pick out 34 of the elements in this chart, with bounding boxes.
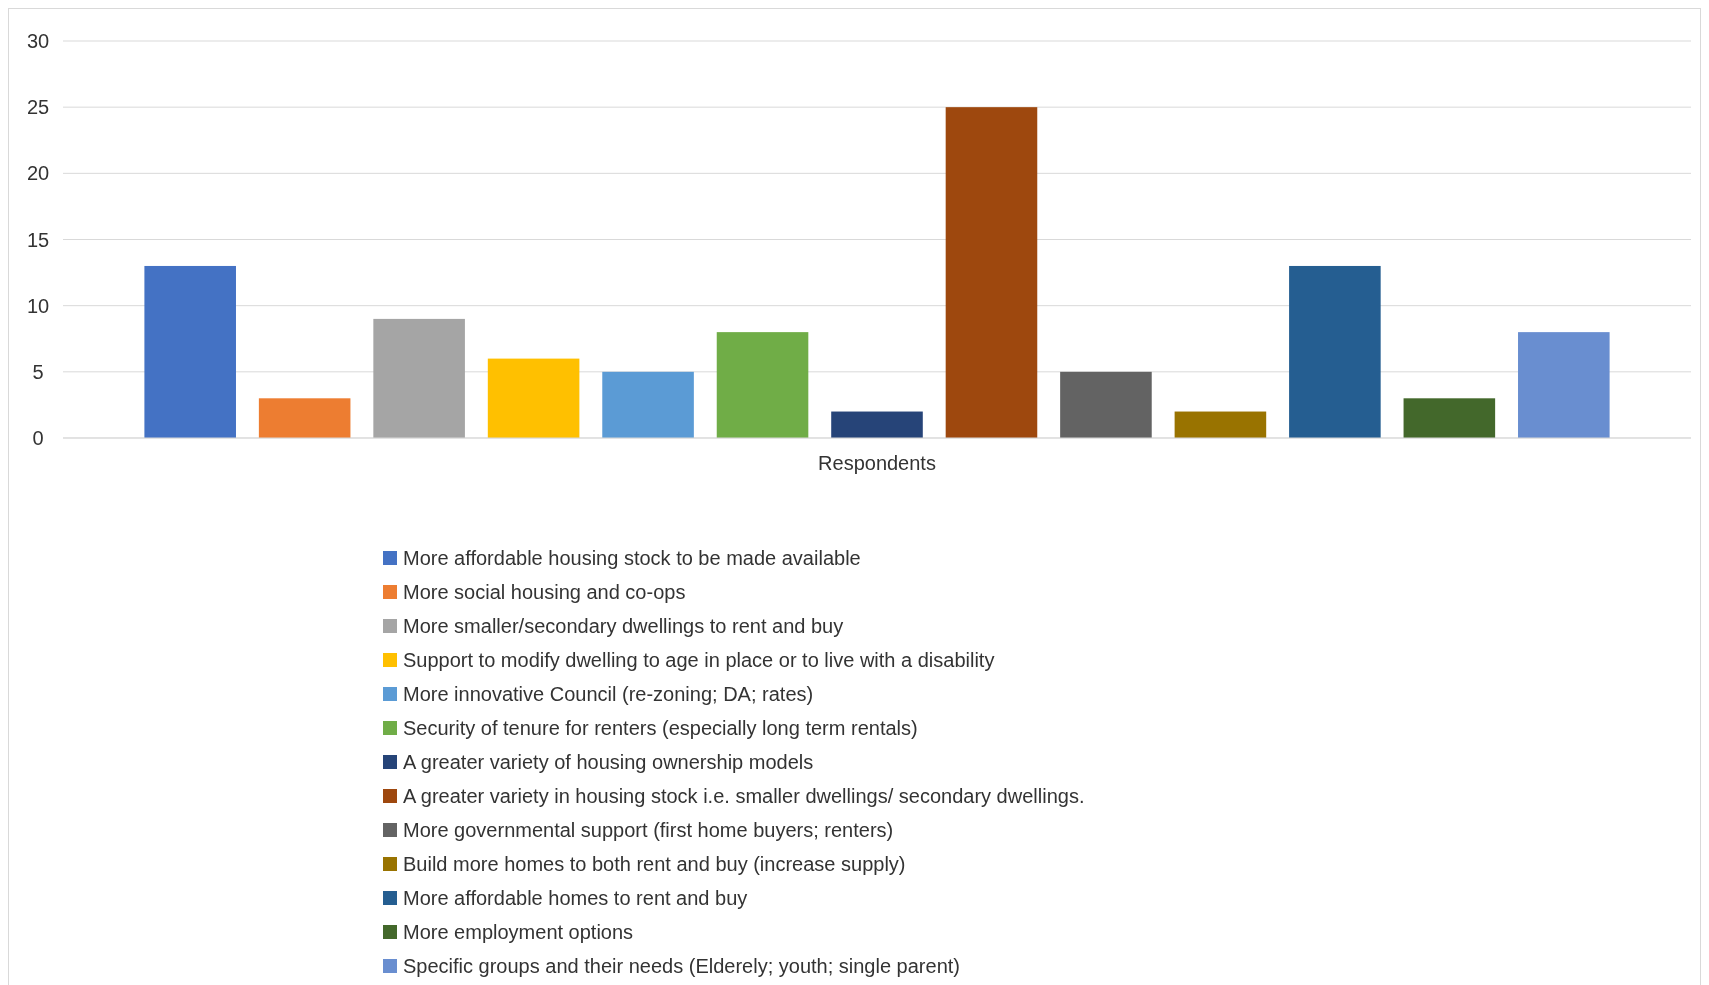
bar	[1174, 411, 1267, 438]
legend-label: Security of tenure for renters (especially long term rentals)	[403, 717, 918, 739]
bar	[144, 265, 236, 438]
bar	[602, 371, 694, 438]
bar	[1403, 398, 1496, 438]
bar	[1289, 265, 1381, 438]
legend-label: A greater variety of housing ownership models	[403, 751, 814, 773]
y-tick-label: 10	[26, 294, 50, 317]
legend-label: More social housing and co-ops	[403, 581, 686, 603]
legend-label: More smaller/secondary dwellings to rent and buy	[403, 615, 844, 637]
legend-label: Specific groups and their needs (Elderely; youth; single parent)	[403, 955, 960, 977]
y-tick-label: 25	[26, 96, 50, 119]
legend-label: More employment options	[403, 921, 634, 943]
y-tick-label: 15	[26, 228, 50, 251]
bar	[1060, 371, 1152, 438]
bar	[373, 318, 465, 438]
x-tick-label: Respondents	[818, 452, 936, 474]
bar	[716, 332, 809, 438]
bar	[487, 358, 580, 438]
legend-label: More affordable housing stock to be made available	[403, 547, 861, 569]
bar	[258, 398, 351, 438]
bar	[1518, 332, 1610, 438]
bar	[945, 107, 1038, 438]
y-tick-label: 0	[32, 427, 44, 449]
legend-label: Support to modify dwelling to age in place or to live with a disability	[403, 649, 995, 671]
legend-label: More affordable homes to rent and buy	[403, 887, 748, 909]
legend-label: Build more homes to both rent and buy (increase supply)	[403, 853, 906, 875]
legend-label: More innovative Council (re-zoning; DA; rates)	[403, 683, 814, 705]
bar	[831, 411, 923, 438]
legend-label: A greater variety in housing stock i.e. smaller dwellings/ secondary dwellings.	[403, 785, 1085, 807]
y-tick-label: 5	[32, 360, 44, 383]
legend-label: More governmental support (first home buyers; renters)	[403, 819, 894, 841]
y-tick-label: 30	[26, 30, 50, 52]
y-tick-label: 20	[26, 162, 50, 185]
